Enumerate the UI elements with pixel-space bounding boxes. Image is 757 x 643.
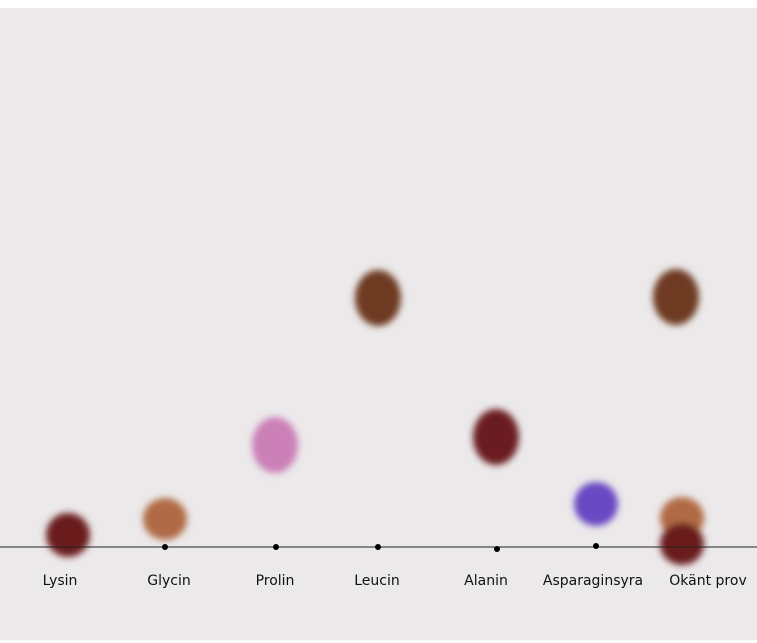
lane-label: Okänt prov <box>669 573 746 589</box>
spot <box>143 498 187 540</box>
start-dot <box>593 543 599 549</box>
lane-label: Prolin <box>256 573 295 589</box>
start-dots <box>162 543 599 552</box>
spot <box>574 482 618 526</box>
spot <box>355 270 401 326</box>
spot <box>653 269 699 325</box>
spot <box>660 523 704 565</box>
lane-label: Lysin <box>43 573 78 589</box>
spot <box>252 417 298 473</box>
lane-label: Alanin <box>464 573 508 589</box>
start-dot <box>162 544 168 550</box>
spot <box>46 513 90 557</box>
lane-label: Asparaginsyra <box>543 573 643 589</box>
spots <box>46 269 704 565</box>
spot <box>473 409 519 465</box>
lane-label: Glycin <box>147 573 190 589</box>
lane-label: Leucin <box>354 573 400 589</box>
start-dot <box>273 544 279 550</box>
start-dot <box>375 544 381 550</box>
start-dot <box>494 546 500 552</box>
